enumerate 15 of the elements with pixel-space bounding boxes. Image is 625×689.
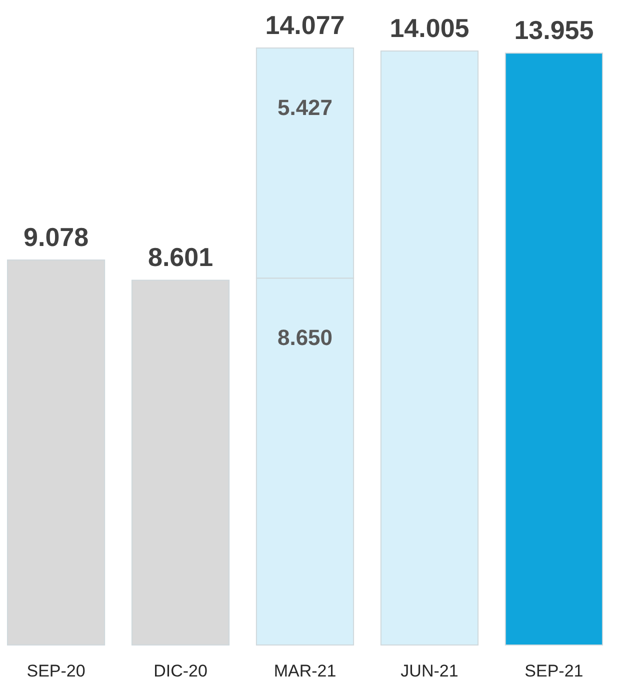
x-tick-label: DIC-20 xyxy=(154,662,208,680)
total-label: 14.005 xyxy=(390,13,470,44)
x-tick-label: JUN-21 xyxy=(400,662,458,680)
data-label: 5.427 xyxy=(277,95,333,120)
total-label: 14.077 xyxy=(265,10,345,40)
x-tick-label: SEP-20 xyxy=(26,662,86,680)
bar xyxy=(131,280,230,646)
x-tick-label: MAR-21 xyxy=(274,662,336,680)
total-label: 9.078 xyxy=(24,222,89,252)
total-label: 13.955 xyxy=(514,15,594,46)
data-label: 8.650 xyxy=(277,325,333,350)
total-label: 8.601 xyxy=(148,242,214,272)
bar xyxy=(504,52,604,646)
x-tick-label: SEP-21 xyxy=(524,662,584,680)
bar xyxy=(6,260,106,646)
